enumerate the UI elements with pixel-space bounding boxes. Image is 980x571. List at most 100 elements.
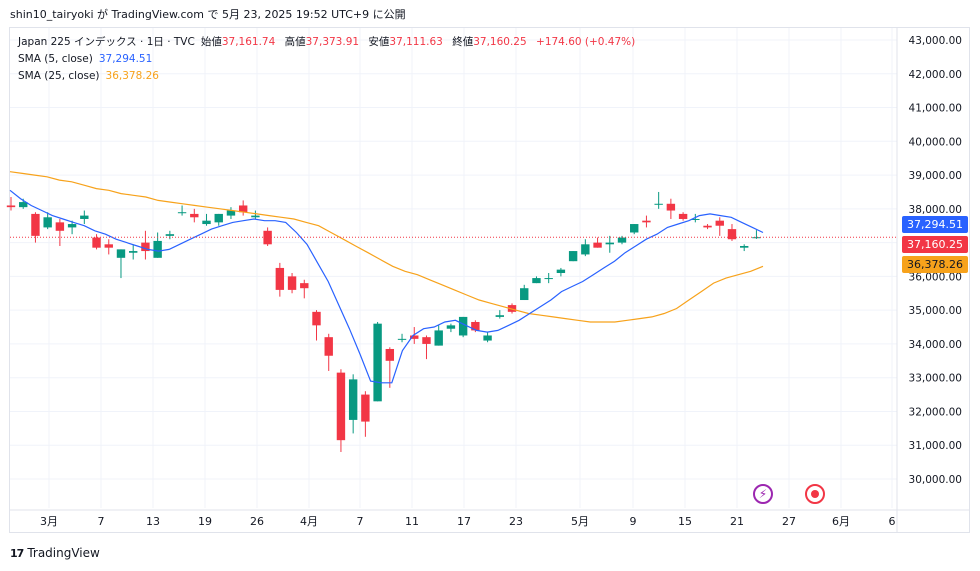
sma25-value: 36,378.26 — [105, 70, 159, 82]
x-tick-label: 6月 — [832, 515, 850, 528]
candle-body — [617, 237, 627, 243]
y-tick-label: 30,000.00 — [909, 474, 962, 486]
sma25-line — [9, 171, 764, 323]
candle-body — [214, 213, 223, 223]
tradingview-logo-icon: 17 — [10, 546, 24, 560]
candle-body — [31, 213, 40, 236]
candle-body — [55, 222, 65, 231]
candle-body — [153, 240, 162, 258]
candle-body — [336, 372, 346, 441]
candle-body — [691, 218, 700, 220]
candle-body — [446, 325, 456, 329]
candle-body — [116, 249, 126, 258]
candle-body — [165, 234, 175, 236]
candle-body — [556, 269, 566, 274]
sma25-price-tag: 36,378.26 — [902, 255, 968, 273]
x-tick-label: 11 — [405, 515, 419, 528]
x-tick-label: 9 — [630, 515, 637, 528]
y-tick-label: 39,000.00 — [909, 170, 962, 182]
y-tick-label: 35,000.00 — [909, 305, 962, 317]
candle-body — [263, 230, 272, 245]
x-tick-label: 13 — [146, 515, 160, 528]
candle-body — [226, 210, 236, 216]
y-tick-label: 33,000.00 — [909, 373, 962, 385]
record-icon[interactable] — [805, 484, 825, 504]
candle-body — [324, 337, 333, 356]
candle-body — [190, 213, 199, 218]
candle-body — [348, 379, 358, 420]
y-tick-label: 31,000.00 — [909, 440, 962, 452]
candle-body — [19, 202, 28, 208]
candle-body — [410, 335, 419, 339]
open-label: 始値 — [200, 36, 222, 48]
x-tick-label: 6 — [889, 515, 896, 528]
candle-body — [532, 278, 541, 284]
symbol-label[interactable]: Japan 225 インデックス · 1日 · TVC — [18, 36, 195, 48]
x-tick-label: 27 — [782, 515, 796, 528]
candle-body — [568, 251, 578, 262]
candle-body — [544, 278, 553, 280]
sma5-label[interactable]: SMA (5, close) — [18, 53, 93, 65]
candle-body — [67, 224, 77, 228]
sma5-value: 37,294.51 — [98, 53, 153, 65]
candle-body — [678, 213, 688, 219]
candle-body — [312, 311, 321, 326]
candle-body — [238, 205, 248, 213]
candle-body — [520, 288, 529, 301]
sma5-line — [9, 189, 764, 384]
brand-name: TradingView — [27, 546, 100, 560]
candle-body — [715, 220, 724, 226]
open-value: 37,161.74 — [221, 36, 276, 48]
x-tick-label: 15 — [678, 515, 692, 528]
y-tick-label: 34,000.00 — [909, 339, 962, 351]
candle-body — [605, 242, 614, 245]
close-value: 37,160.25 — [473, 36, 527, 48]
x-tick-label: 17 — [457, 515, 471, 528]
x-tick-label: 26 — [250, 515, 264, 528]
candle-body — [642, 220, 651, 223]
candle-body — [275, 267, 285, 290]
close-price-tag: 37,160.25 — [902, 236, 968, 254]
candle-body — [80, 215, 89, 219]
candle-body — [666, 203, 676, 211]
x-tick-label: 21 — [730, 515, 744, 528]
candle-body — [104, 244, 113, 248]
candle-body — [202, 220, 211, 225]
candle-body — [397, 338, 407, 340]
candle-body — [373, 323, 382, 402]
high-value: 37,373.91 — [305, 36, 360, 48]
x-tick-label: 3月 — [40, 515, 58, 528]
candle-body — [581, 244, 590, 255]
close-label: 終値 — [452, 36, 474, 48]
candle-body — [471, 321, 480, 331]
sma25-label[interactable]: SMA (25, close) — [18, 70, 100, 82]
x-tick-label: 7 — [357, 515, 364, 528]
high-label: 高値 — [284, 36, 306, 48]
y-tick-label: 43,000.00 — [909, 35, 962, 47]
candle-body — [422, 337, 431, 344]
candle-body — [630, 224, 639, 233]
candle-body — [495, 315, 504, 317]
candle-body — [92, 237, 101, 248]
sma5-price-tag: 37,294.51 — [902, 215, 968, 233]
change-value: +174.60 (+0.47%) — [536, 36, 636, 48]
candle-body — [287, 276, 297, 290]
candle-body — [300, 283, 309, 289]
publish-header: shin10_tairyoki が TradingView.com で 5月 2… — [10, 8, 406, 21]
y-tick-label: 32,000.00 — [909, 406, 962, 418]
candle-body — [129, 251, 138, 253]
x-tick-label: 19 — [198, 515, 212, 528]
chart-frame[interactable] — [9, 27, 970, 533]
low-value: 37,111.63 — [389, 36, 443, 48]
chart-legend: Japan 225 インデックス · 1日 · TVC 始値37,161.74 … — [18, 34, 641, 85]
candle-body — [251, 215, 260, 218]
y-tick-label: 40,000.00 — [909, 136, 962, 148]
candle-body — [385, 348, 395, 361]
candle-body — [654, 203, 663, 205]
x-tick-label: 5月 — [571, 515, 589, 528]
y-tick-label: 38,000.00 — [909, 204, 962, 216]
footer-brand[interactable]: 17 TradingView — [10, 546, 100, 560]
candle-body — [727, 229, 737, 240]
lightning-icon[interactable]: ⚡ — [753, 484, 773, 504]
